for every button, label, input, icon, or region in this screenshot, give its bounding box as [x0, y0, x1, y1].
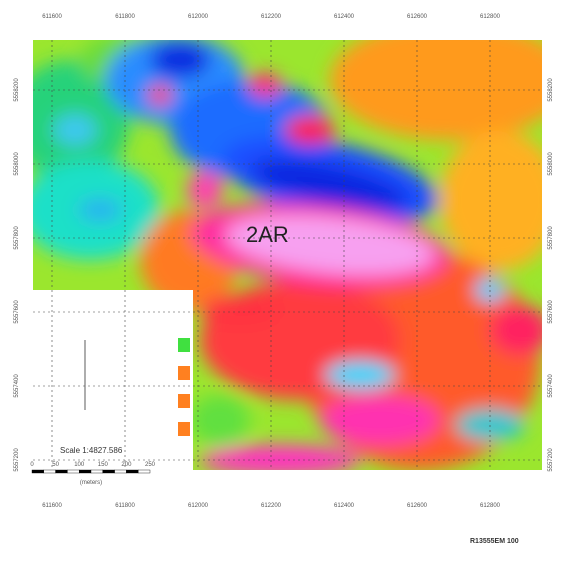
y-tick-label: 5557600	[548, 300, 554, 324]
scale-segment	[138, 470, 150, 473]
footer: R13555EM 100	[470, 538, 519, 545]
x-tick-label: 612200	[261, 503, 282, 509]
y-tick-label: 5558000	[548, 152, 554, 176]
x-tick-label: 612600	[407, 14, 428, 20]
scale-segment	[79, 470, 91, 473]
y-tick-label: 5558200	[14, 78, 20, 102]
x-tick-label: 611800	[115, 14, 135, 20]
scale-tick-label: 100	[74, 462, 85, 468]
y-tick-label: 5557400	[14, 374, 20, 398]
scale-tick-label: 50	[52, 462, 59, 468]
y-tick-label: 5557800	[548, 226, 554, 250]
scale-segment	[56, 470, 68, 473]
y-tick-label: 5558200	[548, 78, 554, 102]
scale-tick-label: 0	[30, 462, 34, 468]
scale-segment	[32, 470, 44, 473]
y-tick-label: 5557200	[548, 448, 554, 472]
x-tick-label: 612400	[334, 503, 355, 509]
y-tick-label: 5557400	[548, 374, 554, 398]
x-tick-label: 612000	[188, 503, 209, 509]
x-tick-label: 612000	[188, 14, 209, 20]
x-tick-label: 612800	[480, 14, 501, 20]
legend-swatches	[178, 338, 190, 436]
scale-tick-label: 250	[145, 462, 156, 468]
x-tick-label: 611600	[42, 503, 62, 509]
x-tick-label: 612800	[480, 503, 501, 509]
y-tick-label: 5557200	[14, 448, 20, 472]
x-tick-label: 612400	[334, 14, 355, 20]
x-tick-label: 611800	[115, 503, 135, 509]
scale-segment	[91, 470, 103, 473]
scale-tick-label: 150	[98, 462, 109, 468]
scale-bar: 0 50 100 150 200 250 (meters)	[30, 462, 155, 486]
scale-segment	[103, 470, 115, 473]
scale-segment	[126, 470, 138, 473]
scale-segment	[44, 470, 56, 473]
heat-map	[10, 20, 562, 475]
scale-segment	[115, 470, 127, 473]
y-tick-label: 5557600	[14, 300, 20, 324]
y-tick-label: 5558000	[14, 152, 20, 176]
scale-text: Scale 1:4827.586	[60, 446, 123, 455]
x-tick-label: 612600	[407, 503, 428, 509]
scale-segment	[67, 470, 79, 473]
scale-unit: (meters)	[80, 480, 102, 486]
y-tick-label: 5557800	[14, 226, 20, 250]
x-tick-label: 611600	[42, 14, 62, 20]
anomaly-label: 2AR	[246, 222, 289, 247]
map-page: Scale 1:4827.586 0 50 100 150 200 250 (meters)…	[0, 0, 562, 569]
scale-tick-label: 200	[121, 462, 132, 468]
x-tick-label: 612200	[261, 14, 282, 20]
